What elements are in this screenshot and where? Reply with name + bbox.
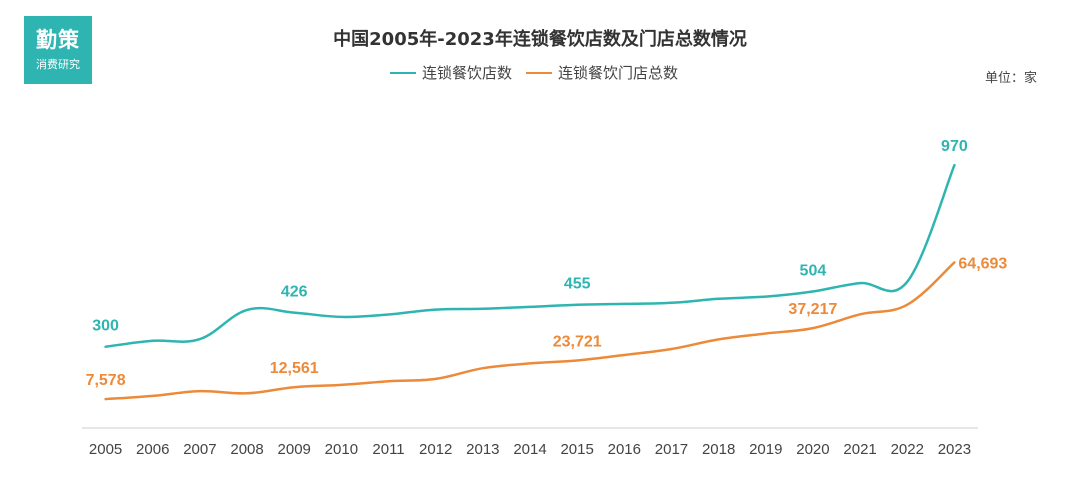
legend-swatch-stores [390, 71, 416, 74]
data-point-outlets [811, 326, 815, 330]
chart-title: 中国2005年-2023年连锁餐饮店数及门店总数情况 [333, 29, 747, 50]
series-line-outlets [104, 261, 956, 401]
data-point-stores [952, 163, 956, 167]
data-point-stores [339, 315, 343, 319]
data-point-stores [528, 305, 532, 309]
x-tick-label: 2022 [891, 441, 924, 458]
x-tick-label: 2010 [325, 441, 358, 458]
data-label-outlets: 37,217 [788, 301, 837, 318]
brand-logo-name: 勤策 [36, 27, 80, 52]
data-point-outlets [670, 347, 674, 351]
data-label-stores: 970 [941, 138, 968, 155]
x-tick-label: 2008 [230, 441, 263, 458]
data-point-stores [387, 313, 391, 317]
unit-label: 单位：家 [985, 71, 1038, 86]
x-tick-label: 2007 [183, 441, 216, 458]
data-label-stores: 300 [92, 318, 119, 335]
data-label-outlets: 12,561 [270, 360, 319, 377]
x-tick-label: 2009 [278, 441, 311, 458]
data-point-stores [905, 280, 909, 284]
data-point-stores [858, 281, 862, 285]
data-point-stores [670, 301, 674, 305]
x-tick-label: 2006 [136, 441, 169, 458]
data-point-stores [104, 345, 108, 349]
x-tick-label: 2005 [89, 441, 122, 458]
data-point-stores [481, 307, 485, 311]
x-tick-label: 2011 [372, 441, 404, 458]
data-point-stores [434, 308, 438, 312]
legend-label-outlets: 连锁餐饮门店总数 [558, 64, 679, 82]
x-tick-label: 2015 [560, 441, 593, 458]
x-tick-label: 2020 [796, 441, 829, 458]
brand-logo: 勤策 消费研究 [24, 16, 92, 84]
data-label-outlets: 23,721 [553, 334, 602, 351]
data-point-stores [575, 303, 579, 307]
legend-item-stores: 连锁餐饮店数 [390, 62, 512, 83]
data-label-stores: 455 [564, 276, 591, 293]
legend-item-outlets: 连锁餐饮门店总数 [526, 62, 678, 83]
x-tick-label: 2019 [749, 441, 782, 458]
data-point-stores [717, 297, 721, 301]
data-point-outlets [858, 312, 862, 316]
data-point-stores [245, 308, 249, 312]
legend-swatch-outlets [526, 71, 553, 74]
data-point-outlets [622, 353, 626, 357]
chart-legend: 连锁餐饮店数 连锁餐饮门店总数 [390, 62, 692, 83]
data-label-outlets: 7,578 [86, 372, 126, 389]
legend-label-stores: 连锁餐饮店数 [422, 64, 513, 82]
x-tick-label: 2016 [608, 441, 641, 458]
data-point-outlets [339, 383, 343, 387]
series-line-stores [104, 163, 956, 348]
data-point-outlets [245, 391, 249, 395]
data-point-outlets [481, 366, 485, 370]
data-point-outlets [717, 337, 721, 341]
data-point-stores [198, 337, 202, 341]
data-label-outlets: 64,693 [958, 255, 1007, 272]
data-point-stores [292, 311, 296, 315]
data-point-outlets [575, 359, 579, 363]
data-point-outlets [952, 260, 956, 264]
data-point-outlets [198, 389, 202, 393]
x-tick-label: 2023 [938, 441, 971, 458]
brand-logo-subtitle: 消费研究 [36, 58, 80, 71]
x-tick-label: 2018 [702, 441, 735, 458]
data-label-stores: 504 [800, 263, 827, 280]
x-tick-label: 2012 [419, 441, 452, 458]
data-point-outlets [764, 332, 768, 336]
data-point-outlets [905, 303, 909, 307]
data-point-outlets [528, 361, 532, 365]
data-point-outlets [434, 377, 438, 381]
data-point-outlets [292, 385, 296, 389]
data-point-outlets [104, 397, 108, 401]
data-point-stores [151, 339, 155, 343]
data-point-outlets [387, 379, 391, 383]
x-tick-label: 2021 [843, 441, 876, 458]
data-point-stores [622, 302, 626, 306]
data-point-stores [764, 295, 768, 299]
x-tick-label: 2014 [513, 441, 546, 458]
x-tick-label: 2017 [655, 441, 688, 458]
data-point-outlets [151, 394, 155, 398]
data-point-stores [811, 290, 815, 294]
x-tick-label: 2013 [466, 441, 499, 458]
data-label-stores: 426 [281, 284, 308, 301]
